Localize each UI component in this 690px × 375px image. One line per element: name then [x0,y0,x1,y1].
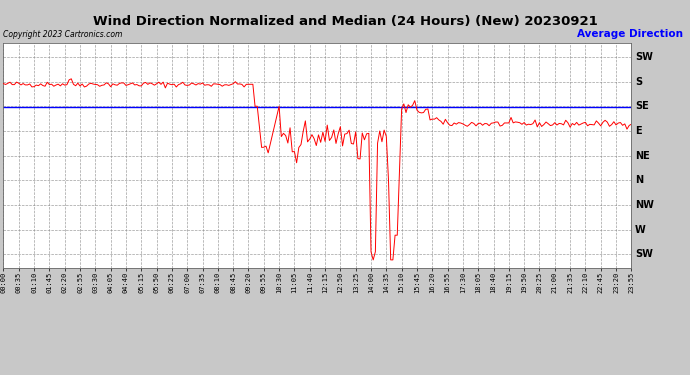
Text: SW: SW [635,52,653,62]
Text: Wind Direction Normalized and Median (24 Hours) (New) 20230921: Wind Direction Normalized and Median (24… [92,15,598,28]
Text: SE: SE [635,101,649,111]
Text: Average Direction: Average Direction [577,29,683,39]
Text: SW: SW [635,249,653,259]
Text: S: S [635,76,642,87]
Text: NW: NW [635,200,653,210]
Text: N: N [635,176,643,185]
Text: E: E [635,126,642,136]
Text: NE: NE [635,151,649,160]
Text: Copyright 2023 Cartronics.com: Copyright 2023 Cartronics.com [3,30,123,39]
Text: W: W [635,225,646,235]
